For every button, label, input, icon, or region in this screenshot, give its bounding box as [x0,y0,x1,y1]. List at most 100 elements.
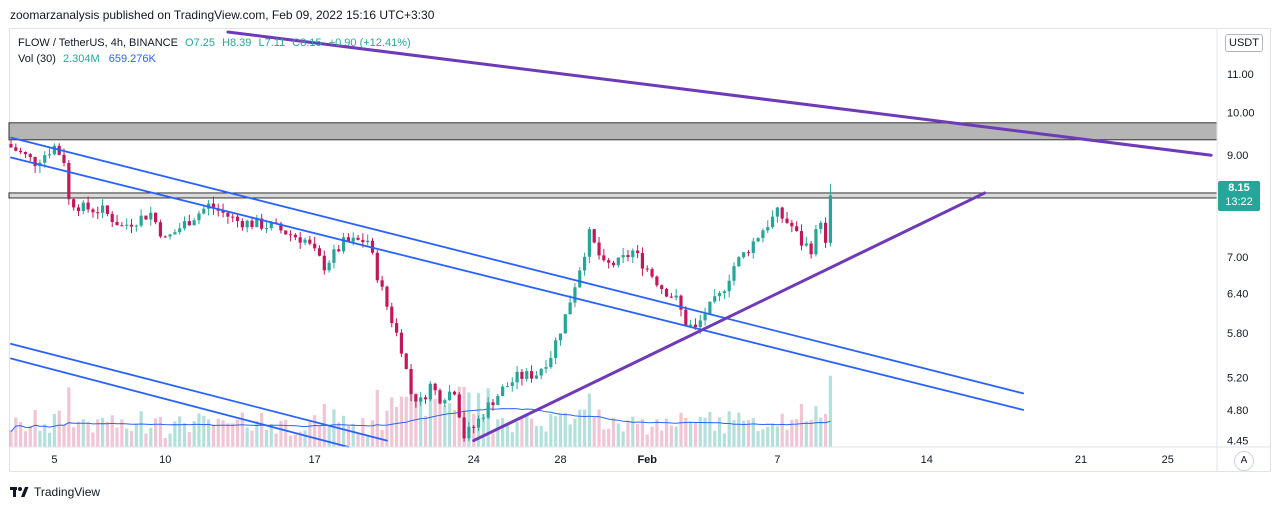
chart-frame[interactable] [9,28,1271,472]
volume-bar [611,417,616,447]
legend-low: L7.11 [258,37,286,49]
candle-body [549,357,553,368]
candle-body [621,255,625,258]
candle-body [636,250,640,254]
candle-body [799,231,804,246]
price-tick-label: 6.40 [1227,288,1248,300]
candle-body [515,371,519,383]
volume-bar [496,419,500,447]
candle-body [443,400,447,404]
candle-body [67,162,71,200]
time-tick-label: 21 [1075,454,1087,466]
candle-body [43,155,47,163]
volume-bar [76,421,81,447]
candle-body [428,383,432,400]
volume-bar [501,418,505,447]
volume-bar [332,409,336,447]
volume-bar [154,418,158,447]
currency-button[interactable]: USDT [1225,34,1263,52]
legend-high: H8.39 [222,37,252,49]
volume-bar [621,431,625,447]
volume-bar [115,427,119,447]
candle-body [539,368,543,376]
candle-body [587,229,591,257]
candle-body [640,253,645,269]
volume-ma-line [10,408,831,433]
volume-bar [245,427,249,447]
candle-body [9,144,13,148]
volume-bar [337,422,341,447]
volume-bar [129,430,134,447]
candle-body [486,402,490,418]
candle-body [433,383,437,391]
brand[interactable]: TradingView [10,485,100,499]
volume-bar [443,405,447,447]
volume-bar [423,415,428,447]
volume-bar [780,413,784,447]
candle-body [62,154,66,163]
candle-body [221,210,225,213]
volume-bar [823,413,828,447]
volume-bar [669,425,673,447]
volume-label[interactable]: Vol (30) [18,53,56,65]
candle-body [708,301,712,315]
candle-body [192,220,196,226]
volume-bar [766,426,770,447]
time-tick-label: 28 [554,454,566,466]
volume-bar [737,412,741,447]
auto-scale-button[interactable]: A [1234,451,1254,471]
candle-body [211,203,216,209]
candle-body [746,252,751,254]
volume-bar [43,424,47,447]
last-price-value: 8.15 [1228,182,1250,194]
legend-symbol[interactable]: FLOW / TetherUS, 4h, BINANCE [18,37,178,49]
candle-body [419,397,423,402]
time-tick-label: Feb [637,454,657,466]
candle-body [505,386,510,388]
candle-body [279,223,283,231]
volume-bar [395,407,399,447]
volume-bar [655,419,659,447]
volume-bar [182,423,187,447]
candle-body [134,225,138,227]
volume-bar [105,422,109,447]
volume-bar [693,422,698,447]
candle-body [520,371,524,379]
volume-bar [582,409,587,447]
volume-bar [57,410,61,447]
volume-bar [761,429,765,447]
candle-body [795,226,799,232]
volume-bar [448,403,452,447]
candle-body [703,314,707,321]
volume-bar [202,415,206,447]
candle-body [510,382,514,387]
volume-bar [375,390,379,447]
volume-bar [139,411,143,447]
volume-bar [288,435,293,447]
candle-body [269,222,273,229]
volume-bar [491,433,495,447]
volume-bar [293,434,297,447]
candle-body [558,333,563,341]
candle-body [732,266,736,281]
candle-body [626,255,630,258]
volume-bar [23,431,28,447]
candle-body [341,237,346,252]
volume-bar [327,426,331,447]
price-tick-label: 7.00 [1227,252,1248,264]
candle-body [462,417,466,439]
volume-bar [549,414,553,447]
candle-body [780,207,784,219]
candle-body [713,296,717,302]
candle-body [182,221,187,229]
volume-bar [385,410,389,447]
candle-body [404,353,408,369]
candle-body [356,237,360,240]
volume-bar [438,398,442,447]
candle-body [501,386,505,397]
candle-body [288,234,293,236]
candle-body [452,391,457,395]
volume-bar [260,412,264,447]
candle-body [303,239,307,243]
